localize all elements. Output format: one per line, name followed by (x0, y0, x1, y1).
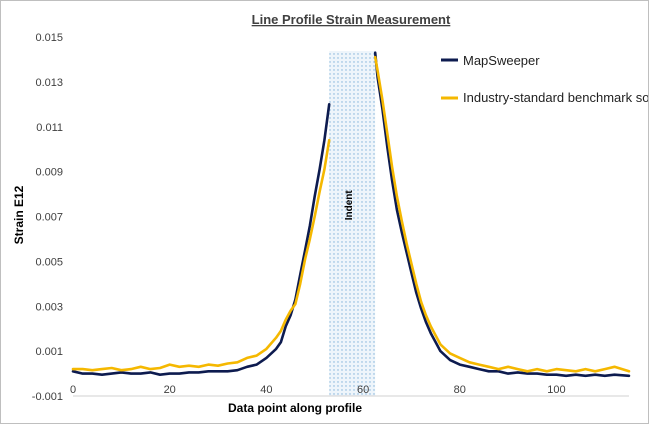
x-tick-label: 20 (164, 384, 176, 396)
series-line-benchmark (71, 55, 631, 373)
chart-title: Line Profile Strain Measurement (252, 12, 451, 27)
legend-label-benchmark: Industry-standard benchmark software (463, 90, 648, 105)
x-tick-label: 80 (454, 384, 466, 396)
x-tick-label: 100 (547, 384, 565, 396)
series-line-mapsweeper (71, 51, 631, 378)
y-tick-label: 0.005 (35, 256, 63, 268)
axes: 0.015 0.013 0.011 0.009 0.007 0.005 0.003 0.001… (32, 32, 629, 403)
y-tick-label: 0.013 (35, 77, 63, 89)
x-axis-label: Data point along profile (228, 401, 362, 415)
x-tick-label: 0 (70, 384, 76, 396)
legend: MapSweeper Industry-standard benchmark s… (441, 53, 649, 105)
indent-region: Indent (329, 51, 376, 396)
y-tick-label: 0.015 (35, 32, 63, 44)
y-tick-label: 0.001 (35, 346, 63, 358)
x-tick-label: 40 (260, 384, 272, 396)
series-lines (71, 51, 631, 378)
y-axis-label: Strain E12 (12, 185, 26, 244)
indent-shaded-area (329, 51, 376, 396)
legend-label-mapsweeper: MapSweeper (463, 53, 540, 68)
y-tick-label: 0.003 (35, 301, 63, 313)
indent-label: Indent (344, 190, 355, 221)
y-tick-label: -0.001 (32, 391, 63, 403)
y-tick-label: 0.007 (35, 212, 63, 224)
y-tick-label: 0.009 (35, 167, 63, 179)
y-tick-label: 0.011 (36, 122, 63, 134)
x-tick-label: 60 (357, 384, 369, 396)
